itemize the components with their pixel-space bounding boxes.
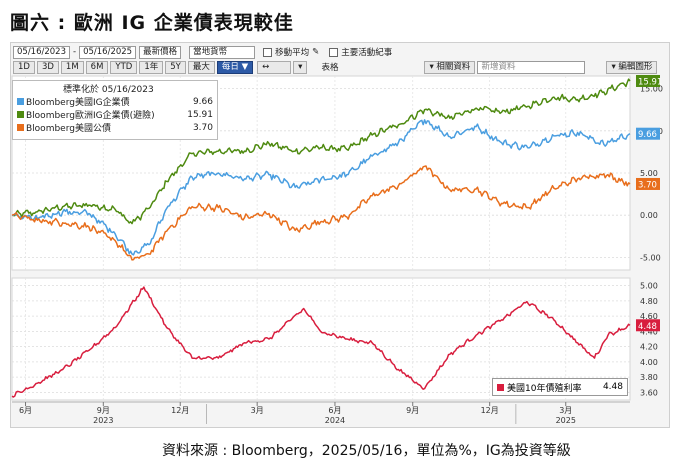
x-tick-label: 6月 (19, 406, 32, 415)
x-tick-label: 12月 (171, 406, 189, 415)
legend-value: 9.66 (192, 96, 213, 107)
frequency-label: 每日 (221, 61, 239, 72)
period-buttons: 1D 3D 1M 6M YTD 1年 5Y 最大 (13, 60, 217, 74)
related-data-label: 相關資料 (436, 61, 471, 72)
legend-value: 4.48 (602, 382, 623, 392)
series-line (11, 78, 631, 225)
y-tick-label: 15.00 (640, 85, 663, 94)
x-tick-label: 9月 (406, 406, 419, 415)
legend-value: 3.70 (192, 122, 213, 133)
legend-label: Bloomberg美國IG企業債 (26, 98, 130, 108)
series-line (11, 286, 631, 398)
currency-select[interactable]: 當地貨幣 (189, 45, 256, 59)
end-date-field[interactable]: 05/16/2025 (79, 45, 137, 59)
legend-value: 15.91 (187, 109, 213, 120)
period-button[interactable]: 3D (36, 60, 59, 74)
period-button[interactable]: 1年 (139, 60, 164, 74)
period-button[interactable]: 1M (60, 60, 84, 74)
period-button[interactable]: 6M (85, 60, 109, 74)
y-tick-label: 4.80 (640, 297, 658, 306)
last-value-tag (636, 177, 660, 190)
legend-label: Bloomberg歐洲IG企業債(避險) (26, 111, 155, 121)
date-separator: - (73, 47, 77, 57)
x-tick-label: 12月 (481, 406, 499, 415)
chart-type-button[interactable]: ↔ (257, 60, 292, 74)
x-tick-label: 6月 (328, 406, 341, 415)
edit-chart-label: 編輯圖形 (618, 61, 653, 72)
legend-label: Bloomberg美國公債 (26, 124, 111, 134)
x-tick-label: 9月 (97, 406, 110, 415)
x-tick-label: 3月 (559, 406, 572, 415)
x-year-label: 2025 (556, 416, 576, 425)
figure-title: 圖六 : 歐洲 IG 企業債表現較佳 (10, 12, 294, 34)
top-legend: 標準化於 05/16/2023 Bloomberg美國IG企業債 9.66 Bl… (12, 80, 218, 140)
x-year-label: 2023 (93, 416, 113, 425)
start-date-field[interactable]: 05/16/2023 (13, 45, 70, 59)
period-button[interactable]: 1D (13, 60, 35, 74)
legend-swatch-us-ig (17, 98, 24, 105)
legend-item: Bloomberg歐洲IG企業債(避險) 15.91 (17, 108, 213, 121)
toolbar-row-2: 1D 3D 1M 6M YTD 1年 5Y 最大 每日 ▼ ↔ ▾ 表格 ▾ 相關資料 新增資… (13, 60, 659, 74)
legend-label: 美國10年債殖利率 (507, 383, 582, 394)
related-data-button[interactable]: ▾ 相關資料 (424, 60, 476, 74)
series-line (11, 119, 631, 256)
edit-chart-button[interactable]: ▾ 編輯圖形 (606, 60, 658, 74)
moving-avg-checkbox[interactable] (263, 47, 273, 57)
pencil-icon[interactable]: ✎ (312, 47, 320, 57)
y-tick-label: 4.40 (640, 327, 658, 336)
series-line (11, 165, 631, 261)
last-value-label: 4.48 (638, 322, 657, 332)
last-value-tag (636, 74, 660, 87)
source-note: 資料來源 : Bloomberg，2025/05/16，單位為%，IG為投資等級 (162, 443, 571, 459)
y-tick-label: 4.00 (640, 358, 658, 367)
frequency-select[interactable]: 每日 ▼ (216, 60, 254, 74)
last-value-label: 15.91 (638, 77, 662, 87)
legend-item: Bloomberg美國公債 3.70 (17, 121, 213, 134)
period-button[interactable]: YTD (110, 60, 138, 74)
period-button[interactable]: 最大 (187, 60, 215, 74)
y-tick-label: 4.60 (640, 312, 658, 321)
legend-swatch-eu-ig (17, 111, 24, 118)
table-label[interactable]: 表格 (321, 63, 339, 73)
legend-item: Bloomberg美國IG企業債 9.66 (17, 95, 213, 108)
legend-swatch-10y-yield (497, 383, 504, 391)
last-value-tag (636, 319, 660, 332)
y-tick-label: 3.60 (640, 388, 658, 397)
x-year-label: 2024 (325, 416, 345, 425)
key-events-checkbox[interactable] (329, 47, 339, 57)
legend-swatch-us-treasury (17, 124, 24, 131)
last-value-tag (636, 127, 660, 140)
legend-normalized-header: 標準化於 05/16/2023 (63, 85, 154, 95)
new-data-field[interactable]: 新增資料 (477, 60, 586, 74)
y-tick-label: 0.00 (640, 211, 658, 220)
last-value-label: 9.66 (638, 130, 657, 140)
x-tick-label: 3月 (251, 406, 264, 415)
more-options-button[interactable]: ▾ (293, 60, 308, 74)
price-type-select[interactable]: 最新價格 (139, 45, 182, 59)
period-button[interactable]: 5Y (165, 60, 186, 74)
y-tick-label: 3.80 (640, 373, 658, 382)
y-tick-label: 4.20 (640, 343, 658, 352)
y-tick-label: 5.00 (640, 169, 658, 178)
bottom-legend: 美國10年債殖利率 4.48 (492, 378, 628, 396)
last-value-label: 3.70 (638, 180, 657, 190)
key-events-label: 主要活動紀事 (341, 48, 393, 58)
y-tick-label: 5.00 (640, 282, 658, 291)
moving-avg-label: 移動平均 (275, 48, 310, 58)
y-tick-label: -5.00 (640, 253, 661, 262)
toolbar-row-1: 05/16/2023 - 05/16/2025 最新價格 當地貨幣 移動平均 ✎… (13, 45, 392, 59)
